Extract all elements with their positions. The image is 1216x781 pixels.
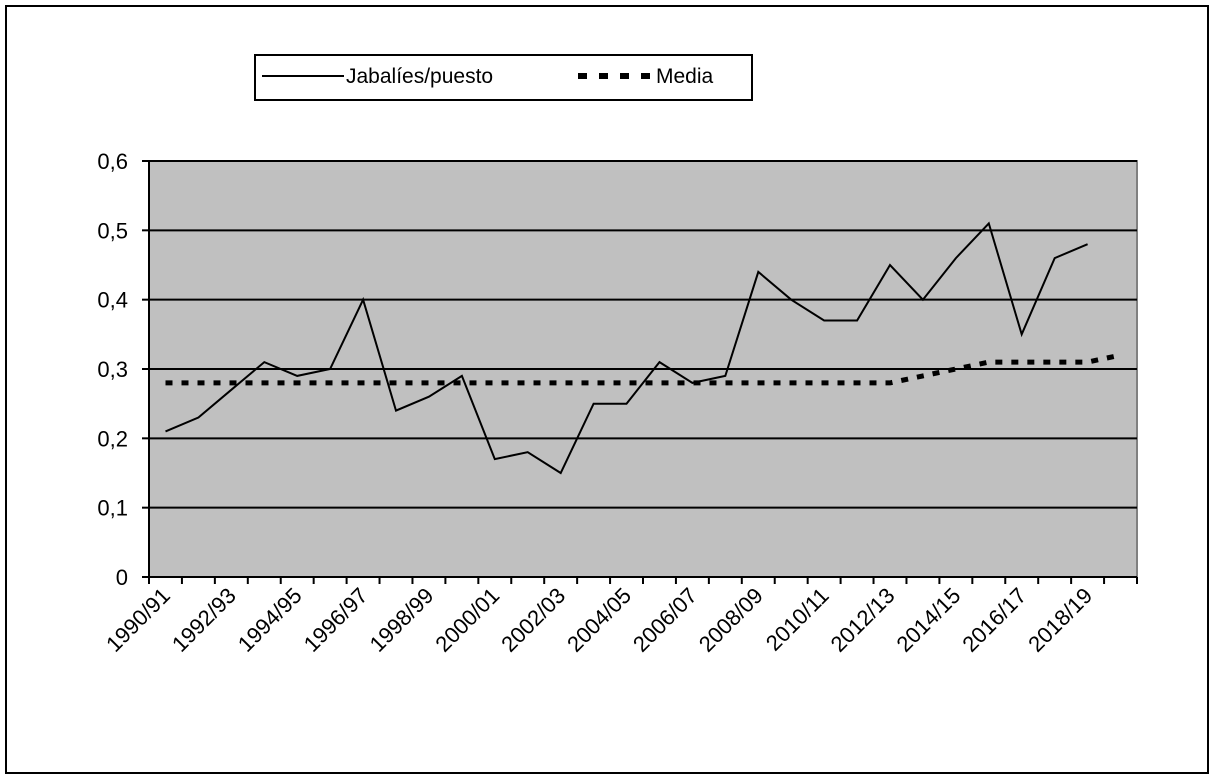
x-tick-label: 2006/07 bbox=[628, 583, 702, 657]
y-tick-label: 0,6 bbox=[97, 149, 128, 174]
legend-label-media: Media bbox=[656, 65, 714, 88]
x-tick-labels: 1990/911992/931994/951996/971998/992000/… bbox=[101, 583, 1097, 657]
y-tick-label: 0,2 bbox=[97, 426, 128, 451]
series-group bbox=[165, 221, 1122, 475]
legend-box bbox=[254, 54, 753, 101]
y-tick-label: 0,4 bbox=[97, 288, 128, 313]
x-tick-label: 2016/17 bbox=[957, 583, 1031, 657]
x-tick-label: 2014/15 bbox=[891, 583, 965, 657]
x-tick-label: 1998/99 bbox=[365, 583, 439, 657]
gridlines bbox=[149, 160, 1137, 509]
x-tick-label: 2018/19 bbox=[1023, 583, 1097, 657]
legend-label-jabalies: Jabalíes/puesto bbox=[346, 65, 493, 88]
x-tick-label: 2000/01 bbox=[430, 583, 504, 657]
x-tick-label: 1996/97 bbox=[299, 583, 373, 657]
x-tick-label: 1994/95 bbox=[233, 583, 307, 657]
y-tick-labels: 0 0,1 0,2 0,3 0,4 0,5 0,6 bbox=[97, 149, 128, 590]
x-tick-label: 2008/09 bbox=[694, 583, 768, 657]
axes bbox=[142, 160, 1138, 584]
series-line-jabalies bbox=[165, 221, 1088, 475]
x-tick-label: 2010/11 bbox=[761, 583, 834, 656]
x-tick-label: 2012/13 bbox=[826, 583, 900, 657]
y-tick-label: 0 bbox=[116, 565, 128, 590]
y-tick-label: 0,3 bbox=[97, 357, 128, 382]
y-tick-label: 0,5 bbox=[97, 218, 128, 243]
x-tick-label: 2002/03 bbox=[496, 583, 570, 657]
x-tick-label: 1990/91 bbox=[101, 583, 175, 657]
y-tick-label: 0,1 bbox=[97, 496, 128, 521]
x-tick-label: 1992/93 bbox=[167, 583, 241, 657]
legend: Jabalíes/puesto Media bbox=[254, 54, 753, 101]
x-tick-label: 2004/05 bbox=[562, 583, 636, 657]
